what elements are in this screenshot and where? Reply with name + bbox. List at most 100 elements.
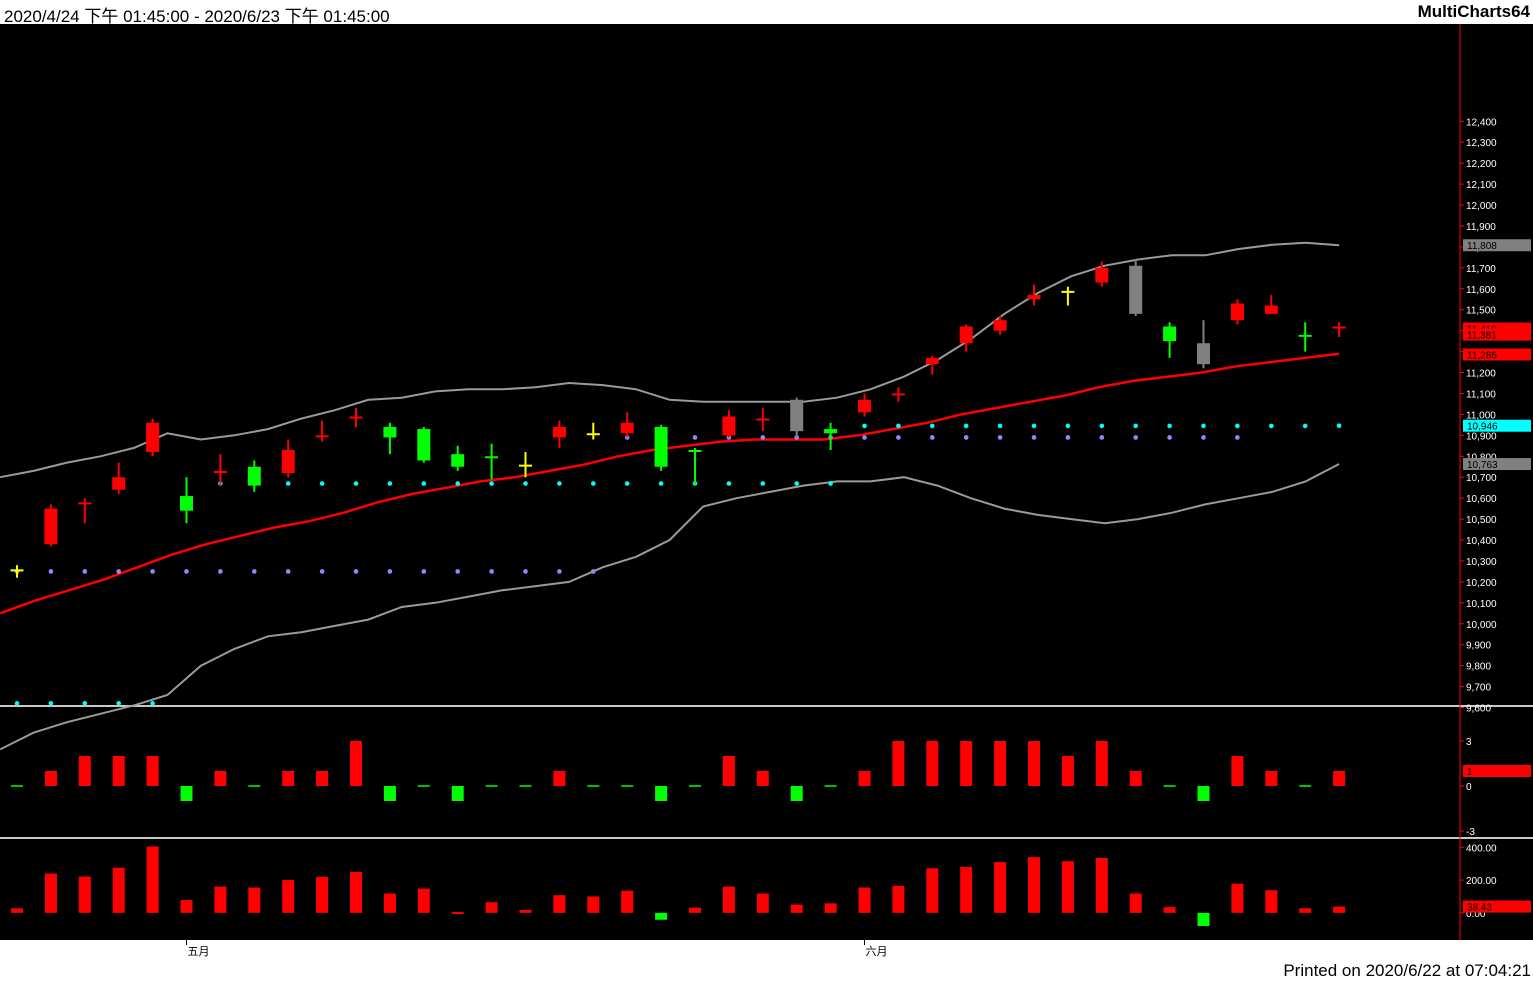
upper-stop-dot — [421, 481, 427, 486]
candle-body — [1027, 295, 1041, 300]
indicator1-bar — [282, 771, 295, 786]
indicator2-bar — [587, 896, 600, 913]
indicator1-bar — [1028, 741, 1040, 786]
indicator2-bar — [180, 900, 193, 913]
candle-body — [1129, 265, 1143, 314]
indicator2-bar — [1333, 906, 1346, 913]
price-axis-label: 11,000 — [1466, 410, 1496, 421]
upper-stop-dot — [1099, 423, 1105, 429]
indicator2-bar — [858, 887, 871, 913]
moving-average-line — [0, 352, 1340, 615]
lower-stop-dot — [82, 569, 88, 574]
upper-stop-dot — [1201, 423, 1206, 429]
indicator1-bar — [722, 756, 735, 786]
indicator2-bar — [1265, 890, 1278, 913]
upper-stop-dot — [1167, 423, 1172, 429]
indicator2-bar — [1028, 857, 1040, 913]
lower-stop-dot — [184, 569, 189, 574]
price-axis-label: 9,600 — [1466, 704, 1491, 715]
upper-stop-dot — [1065, 423, 1071, 429]
upper-stop-dot — [150, 701, 155, 706]
candle-body — [485, 456, 499, 459]
lower-stop-dot — [252, 569, 257, 574]
indicator1-bar — [926, 741, 939, 786]
indicator2-bar — [655, 912, 668, 920]
lower-stop-dot — [489, 569, 494, 574]
indicator2-axis-label: 200.00 — [1466, 876, 1497, 887]
lower-stop-dot — [1099, 435, 1105, 440]
upper-stop-dot — [896, 423, 901, 429]
indicator2-bar — [553, 895, 566, 913]
lower-stop-dot — [1133, 435, 1138, 440]
price-tag — [1463, 239, 1531, 252]
indicator2-bar — [1061, 861, 1074, 913]
indicator1-bar — [44, 771, 57, 786]
indicator2-bar — [485, 902, 498, 913]
price-axis-label: 10,900 — [1466, 431, 1497, 442]
candle-body — [790, 399, 804, 432]
candle-body — [146, 422, 160, 453]
price-axis-label: 10,300 — [1466, 557, 1497, 568]
candle-body — [858, 399, 871, 413]
time-axis-label: 五月 — [188, 946, 210, 958]
price-tag-label: 11,286 — [1467, 351, 1497, 362]
indicator2-bar — [78, 876, 91, 913]
candle-body — [112, 477, 126, 490]
print-footer: Printed on 2020/6/22 at 07:04:21 — [0, 958, 1533, 982]
lower-stop-dot — [1065, 435, 1071, 440]
candle-body — [925, 357, 939, 365]
price-tag — [1463, 328, 1531, 341]
candle-body — [1163, 326, 1177, 342]
upper-stop-dot — [930, 423, 935, 429]
upper-stop-dot — [1269, 423, 1274, 429]
indicator2-bar — [722, 886, 735, 913]
price-axis-label: 10,600 — [1466, 494, 1497, 505]
lower-stop-dot — [387, 569, 393, 574]
lower-stop-dot — [1201, 435, 1206, 440]
indicator1-bar — [451, 786, 464, 801]
indicator1-tag — [1463, 765, 1531, 777]
indicator1-bar — [1129, 771, 1142, 786]
indicator1-bar — [316, 771, 329, 786]
price-axis-label: 12,000 — [1466, 201, 1497, 212]
candle-body — [315, 435, 329, 438]
price-tag-label: 10,946 — [1467, 422, 1498, 433]
price-axis-label: 10,500 — [1466, 515, 1497, 526]
price-axis-label: 10,400 — [1466, 536, 1497, 547]
indicator1-bar — [655, 786, 668, 801]
candle-body — [383, 426, 397, 438]
candle-body — [180, 496, 193, 511]
indicator2-bar — [824, 903, 837, 913]
indicator1-bar — [180, 786, 193, 801]
indicator2-bar — [926, 868, 939, 913]
indicator1-axis-label: 3 — [1466, 737, 1472, 748]
candle-body — [10, 569, 24, 572]
price-axis-label: 11,200 — [1466, 369, 1496, 380]
indicator2-tag — [1463, 900, 1531, 913]
indicator1-bar — [1061, 756, 1074, 786]
indicator2-bar — [519, 909, 532, 913]
price-axis-label: 12,400 — [1466, 117, 1497, 128]
indicator2-bar — [417, 888, 430, 913]
indicator1-bar — [1095, 741, 1108, 786]
price-tag — [1463, 348, 1531, 361]
indicator2-bar — [1197, 912, 1210, 926]
chart-canvas[interactable]: 9,6009,7009,8009,90010,00010,10010,20010… — [0, 24, 1533, 958]
candle-body — [891, 393, 905, 396]
upper-stop-dot — [1133, 423, 1138, 429]
price-tag — [1463, 419, 1531, 432]
upper-stop-dot — [963, 423, 969, 429]
upper-band-line — [0, 241, 1340, 479]
lower-stop-dot — [150, 569, 155, 574]
upper-stop-dot — [116, 701, 121, 706]
candle-body — [993, 320, 1007, 331]
time-axis-label: 六月 — [866, 945, 888, 958]
candle-body — [1332, 326, 1346, 329]
date-range: 2020/4/24 下午 01:45:00 - 2020/6/23 下午 01:… — [4, 7, 390, 26]
indicator1-bar — [1333, 771, 1346, 786]
lower-stop-dot — [319, 569, 325, 574]
lower-stop-dot — [421, 569, 427, 574]
candle-body — [722, 416, 736, 436]
indicator2-bar — [1299, 908, 1312, 913]
upper-stop-dot — [997, 423, 1003, 429]
